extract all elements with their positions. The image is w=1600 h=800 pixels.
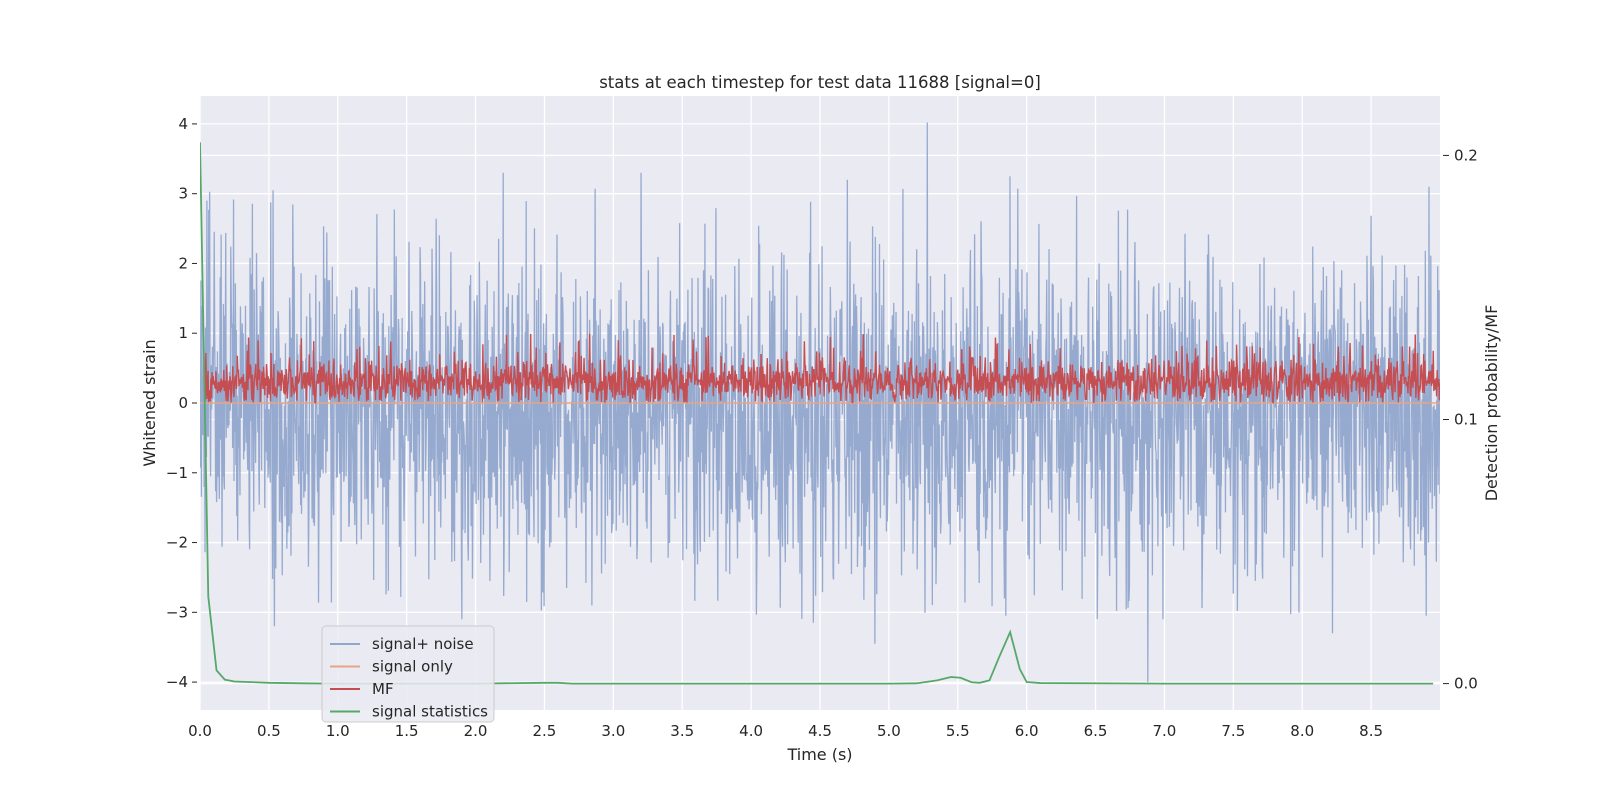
x-tick-label: 4.5 (808, 722, 832, 740)
x-tick-label: 6.5 (1084, 722, 1108, 740)
x-tick-label: 0.5 (257, 722, 281, 740)
chart-title: stats at each timestep for test data 116… (599, 73, 1041, 92)
legend-label: MF (372, 680, 394, 698)
x-tick-label: 8.5 (1359, 722, 1383, 740)
legend-box (321, 625, 495, 723)
x-tick-label: 3.0 (601, 722, 625, 740)
y-tick-label: −4 (166, 673, 188, 691)
right-tick-label: 0.0 (1454, 675, 1478, 693)
x-tick-label: 7.0 (1153, 722, 1177, 740)
series-line-signal-statistics (200, 142, 1434, 685)
x-tick-label: 6.0 (1015, 722, 1039, 740)
series-layer (200, 122, 1440, 685)
legend-label: signal only (372, 658, 453, 676)
y-tick-label: 1 (178, 324, 188, 342)
right-tick-label: 0.2 (1454, 146, 1478, 164)
x-tick-label: 5.5 (946, 722, 970, 740)
y-tick-label: 2 (178, 254, 188, 272)
x-axis-ticks: 0.0 0.5 1.0 1.5 2.0 2.5 3.0 3.5 4.0 4.5 5.0 5.5 6.0 6… (188, 722, 1383, 740)
x-tick-label: 5.0 (877, 722, 901, 740)
x-axis-label: Time (s) (786, 745, 852, 764)
x-tick-label: 2.0 (464, 722, 488, 740)
legend-label: signal+ noise (372, 635, 474, 653)
series-line-mf (203, 333, 1440, 405)
right-y-axis-label: Detection probability/MF (1482, 305, 1501, 502)
y-tick-label: −1 (166, 464, 188, 482)
y-tick-label: −3 (166, 603, 188, 621)
legend: signal+ noise signal only MF signal statist… (321, 625, 495, 723)
x-tick-label: 2.5 (533, 722, 557, 740)
x-tick-label: 1.5 (395, 722, 419, 740)
x-tick-label: 7.5 (1221, 722, 1245, 740)
right-tick-label: 0.1 (1454, 411, 1478, 429)
x-tick-label: 4.0 (739, 722, 763, 740)
y-axis-label: Whitened strain (140, 339, 159, 466)
x-tick-label: 8.0 (1290, 722, 1314, 740)
y-axis-ticks: 4 3 2 1 0 −1 −2 −3 −4 (166, 115, 197, 691)
y-tick-label: 0 (178, 394, 188, 412)
legend-label: signal statistics (372, 703, 488, 721)
x-tick-label: 0.0 (188, 722, 212, 740)
right-y-axis-ticks: 0.2 0.1 0.0 (1443, 146, 1478, 693)
y-tick-label: 4 (178, 115, 188, 133)
y-tick-label: −2 (166, 534, 188, 552)
x-tick-label: 3.5 (670, 722, 694, 740)
x-tick-label: 1.0 (326, 722, 350, 740)
y-tick-label: 3 (178, 185, 188, 203)
